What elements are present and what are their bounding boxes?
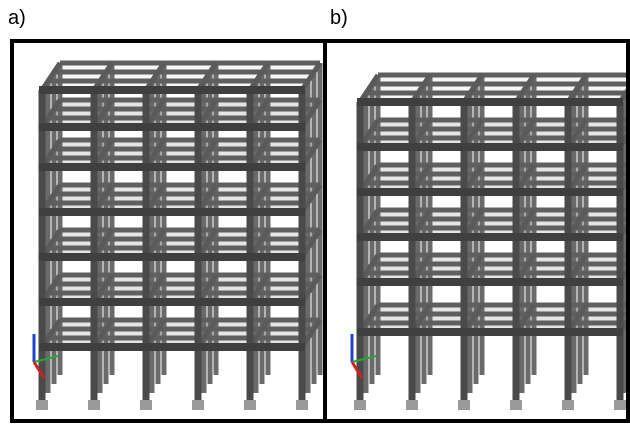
footing — [88, 400, 100, 410]
panel-a-image — [34, 63, 320, 410]
floor-slab — [360, 165, 630, 192]
floor-slab — [360, 305, 630, 332]
panel-label: a) — [8, 7, 26, 29]
footing — [192, 400, 204, 410]
floor-slab — [360, 210, 630, 237]
floor-slab — [360, 75, 630, 102]
footing — [36, 400, 48, 410]
footing — [354, 400, 366, 410]
footing — [244, 400, 256, 410]
floor-slab — [360, 120, 630, 147]
floor-slab — [42, 230, 320, 257]
page: a) b) (() => { const data = JSON.parse(d… — [0, 0, 630, 425]
floor-slab — [42, 185, 320, 212]
footing — [406, 400, 418, 410]
footing — [614, 400, 626, 410]
footing — [510, 400, 522, 410]
floor-slab — [42, 320, 320, 347]
floor-slab — [42, 140, 320, 167]
floor-slab — [360, 255, 630, 282]
floor-slab — [42, 275, 320, 302]
panel-label: b) — [330, 7, 348, 29]
floor-slab — [42, 63, 320, 90]
footing — [562, 400, 574, 410]
figure: a) b) — [0, 0, 630, 425]
footing — [296, 400, 308, 410]
panel-b-image — [352, 75, 630, 410]
floor-slab — [42, 100, 320, 127]
footing — [140, 400, 152, 410]
footing — [458, 400, 470, 410]
